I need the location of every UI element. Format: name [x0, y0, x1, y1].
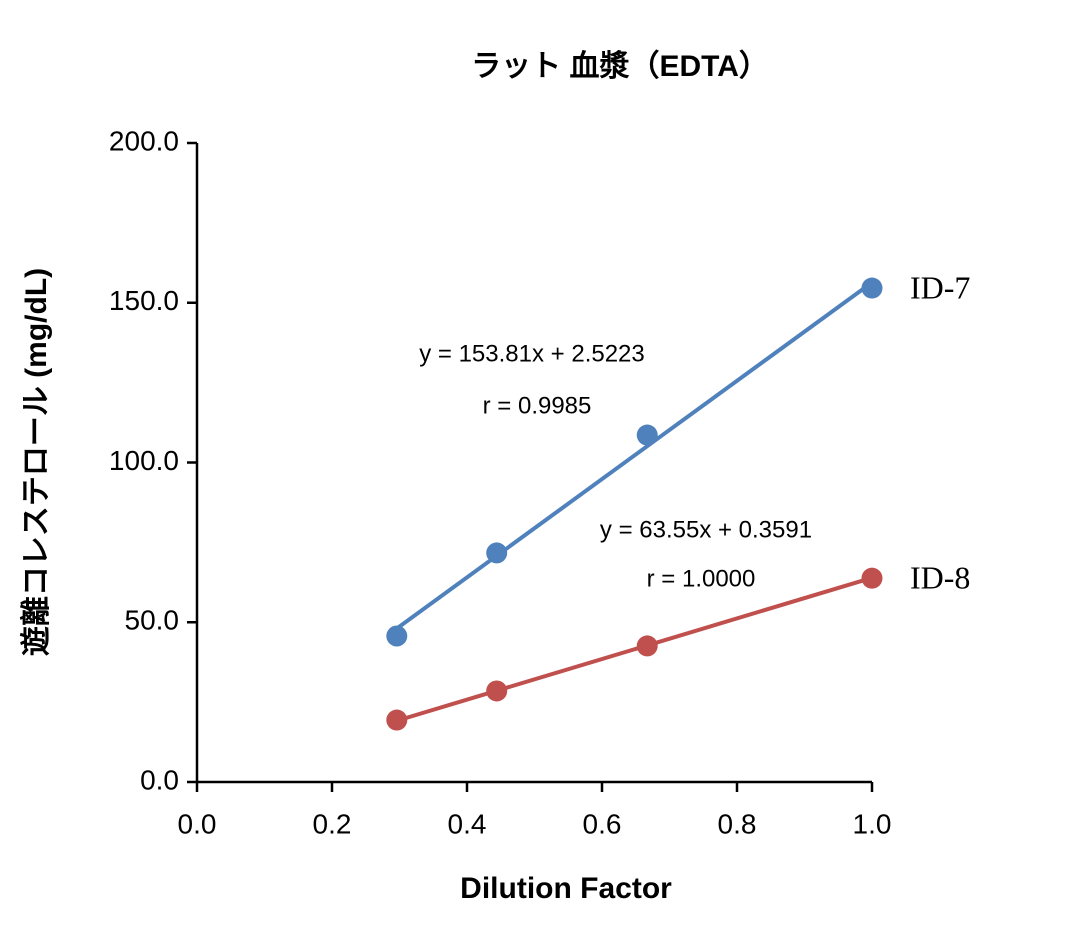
data-point	[636, 635, 658, 657]
trendline	[395, 280, 874, 631]
y-axis-title: 遊離コレステロール (mg/dL)	[19, 268, 53, 656]
series-label: ID-7	[910, 269, 970, 305]
y-tick-label: 50.0	[125, 605, 180, 636]
data-point	[386, 709, 408, 731]
data-point	[636, 424, 658, 446]
data-point	[386, 625, 408, 647]
equation-label: y = 153.81x + 2.5223	[419, 340, 645, 367]
y-tick-label: 100.0	[109, 445, 179, 476]
x-tick-label: 1.0	[853, 808, 892, 839]
r-label: r = 0.9985	[483, 392, 592, 419]
data-point	[486, 680, 508, 702]
x-tick-label: 0.0	[178, 808, 217, 839]
y-tick-label: 200.0	[109, 125, 179, 156]
r-label: r = 1.0000	[647, 565, 756, 592]
data-point	[861, 277, 883, 299]
x-tick-label: 0.2	[313, 808, 352, 839]
x-axis-title: Dilution Factor	[460, 872, 672, 905]
chart-title: ラット 血漿（EDTA）	[471, 49, 769, 83]
equation-label: y = 63.55x + 0.3591	[600, 516, 812, 543]
series-label: ID-8	[910, 560, 970, 596]
x-tick-label: 0.6	[583, 808, 622, 839]
x-tick-label: 0.8	[718, 808, 757, 839]
data-point	[486, 542, 508, 564]
data-point	[861, 567, 883, 589]
y-tick-label: 0.0	[140, 764, 179, 795]
trendline	[396, 575, 873, 723]
y-tick-label: 150.0	[109, 285, 179, 316]
x-tick-label: 0.4	[448, 808, 487, 839]
